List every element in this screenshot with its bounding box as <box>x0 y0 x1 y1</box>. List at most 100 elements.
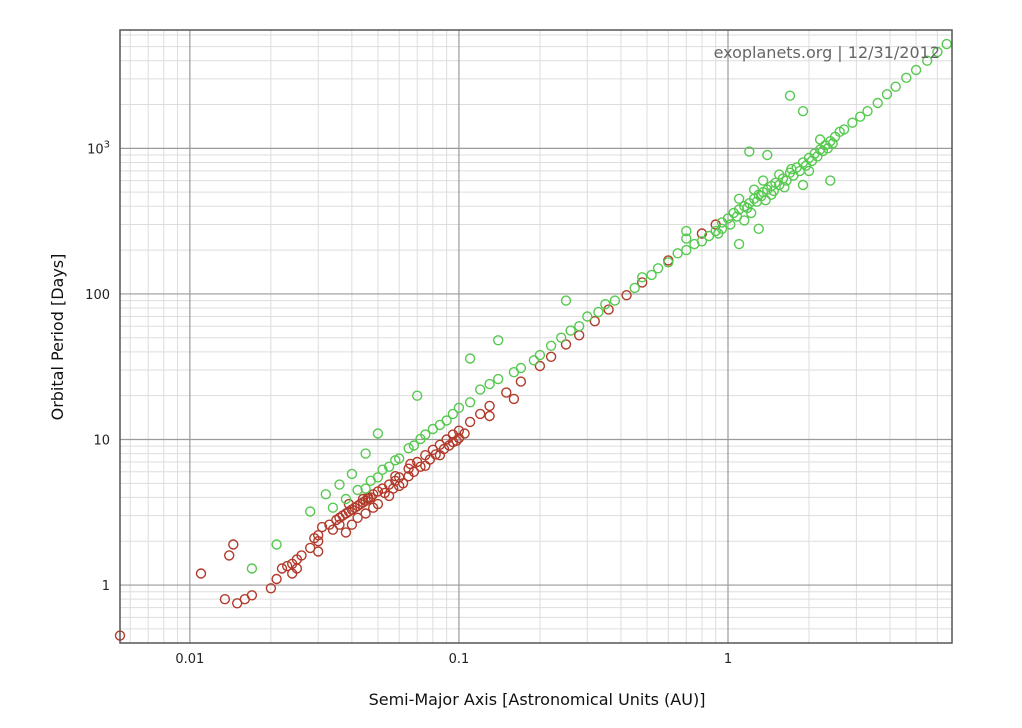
data-point <box>528 355 540 366</box>
data-point <box>881 89 893 100</box>
data-point <box>195 568 207 579</box>
data-point <box>408 440 420 451</box>
y-axis-title: Orbital Period [Days] <box>48 254 67 421</box>
data-point <box>827 138 838 149</box>
data-point <box>383 461 395 472</box>
data-point <box>545 340 557 351</box>
data-point <box>438 443 450 455</box>
data-point <box>689 238 700 250</box>
data-point <box>574 321 585 332</box>
data-point <box>390 455 401 466</box>
data-point <box>412 390 423 401</box>
plot-frame <box>119 29 953 644</box>
data-point <box>327 524 339 535</box>
data-point <box>340 493 352 505</box>
data-point <box>797 179 809 191</box>
x-tick-label: 0.01 <box>175 652 204 667</box>
data-point <box>681 225 692 237</box>
data-point <box>352 484 363 496</box>
data-point <box>352 512 363 523</box>
data-point <box>291 563 303 574</box>
data-point <box>320 489 331 500</box>
data-point <box>397 478 409 489</box>
data-point <box>296 550 307 561</box>
data-point <box>652 263 664 274</box>
data-point <box>779 182 790 193</box>
data-point <box>890 81 901 92</box>
data-point <box>334 479 345 490</box>
data-point <box>464 416 476 428</box>
data-point <box>672 248 683 259</box>
data-point <box>508 393 520 405</box>
data-point <box>441 434 452 445</box>
data-point <box>556 332 567 343</box>
data-point <box>403 443 414 454</box>
data-point <box>609 295 621 306</box>
data-point <box>766 189 777 200</box>
data-point <box>786 163 797 175</box>
data-point <box>812 151 823 162</box>
data-point <box>733 238 745 250</box>
data-point <box>379 487 390 499</box>
data-point <box>508 367 520 378</box>
data-point <box>430 449 441 460</box>
data-point <box>872 97 883 109</box>
plot-background <box>120 30 952 643</box>
data-point <box>453 402 465 413</box>
data-point <box>316 521 328 533</box>
data-point <box>493 335 504 346</box>
data-point <box>901 72 912 84</box>
data-point <box>493 373 504 385</box>
data-point <box>484 410 495 422</box>
y-tick-label: 10 <box>93 433 110 448</box>
data-point <box>534 349 546 361</box>
data-point <box>405 458 416 470</box>
data-point <box>377 464 388 475</box>
data-point <box>246 590 258 601</box>
data-point <box>753 223 764 235</box>
data-point <box>629 282 640 294</box>
data-point <box>922 55 933 66</box>
data-point <box>453 425 465 436</box>
data-point <box>246 563 258 574</box>
data-point <box>415 433 426 445</box>
minor-grid <box>120 30 952 644</box>
data-point <box>560 339 572 350</box>
data-point <box>681 233 692 244</box>
data-point <box>327 502 339 513</box>
x-axis-title: Semi-Major Axis [Astronomical Units (AU)… <box>369 690 706 709</box>
data-point <box>475 384 486 395</box>
data-point <box>360 495 371 506</box>
data-point <box>346 519 358 530</box>
data-point <box>713 228 724 239</box>
data-point <box>733 193 745 205</box>
data-point <box>357 493 369 505</box>
data-point <box>271 539 282 550</box>
data-point <box>637 272 648 283</box>
data-point <box>593 306 604 318</box>
data-point <box>663 257 674 268</box>
data-point <box>368 502 379 513</box>
data-points <box>114 38 952 641</box>
data-point <box>464 353 476 364</box>
data-point <box>313 536 324 547</box>
y-tick-label: 100 <box>85 288 110 303</box>
data-point <box>313 530 324 541</box>
data-point <box>560 295 572 306</box>
data-point <box>372 428 384 439</box>
data-point <box>814 134 826 145</box>
data-point <box>603 304 614 315</box>
data-point <box>545 351 557 362</box>
data-point <box>228 539 239 550</box>
data-point <box>360 483 371 494</box>
data-point <box>739 215 750 226</box>
data-point <box>447 408 459 420</box>
data-point <box>265 583 277 594</box>
data-point <box>349 502 360 513</box>
data-point <box>334 519 345 530</box>
data-point <box>797 105 809 117</box>
x-tick-label: 1 <box>724 652 732 667</box>
data-point <box>725 219 736 230</box>
data-point <box>784 90 796 101</box>
